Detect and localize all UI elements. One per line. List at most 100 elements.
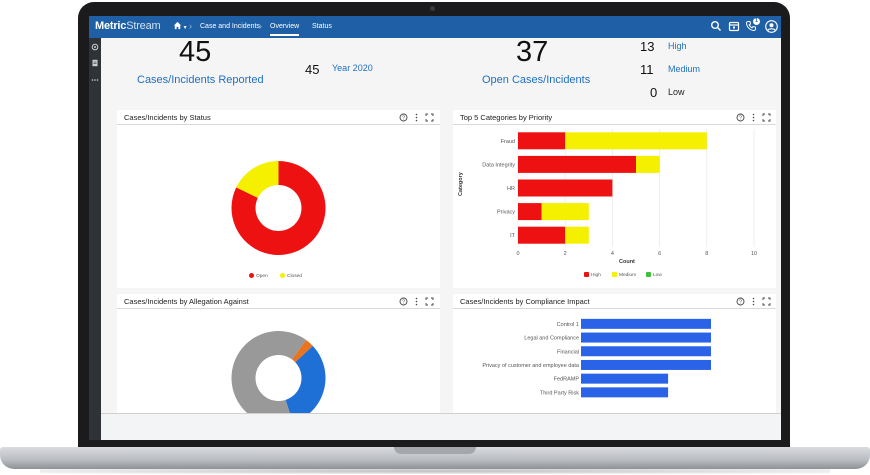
compliance-bar[interactable] <box>581 346 711 357</box>
breadcrumb-separator: › <box>189 21 192 31</box>
expand-icon[interactable] <box>425 297 434 306</box>
bar-medium[interactable] <box>541 203 589 221</box>
bar-high[interactable] <box>518 132 566 150</box>
kpi-low-label[interactable]: Low <box>668 87 685 97</box>
compliance-bar-chart: Control 1 Legal and Compliance Financial Pr… <box>482 318 711 398</box>
kpi-medium-label[interactable]: Medium <box>668 64 701 74</box>
help-icon[interactable]: ? <box>736 113 745 122</box>
panel-priority: Top 5 Categories by Priority ? 0 2 4 6 8 10 Fr… <box>453 110 776 288</box>
tab-status[interactable]: Status <box>312 23 332 30</box>
kpi-high-value: 13 <box>640 39 655 54</box>
category-label: HR <box>507 186 515 192</box>
top-nav-bar: MetricStream ▾ › Case and Incidents › Ov… <box>89 16 781 38</box>
kpi-open-value: 37 <box>516 38 549 68</box>
legend-high[interactable]: High <box>584 272 601 278</box>
priority-bar-chart: 0 2 4 6 8 10 Fraud Data Integrity HR Privacy IT <box>482 129 757 257</box>
donut-slice-open[interactable] <box>231 161 326 255</box>
chevron-down-icon: ▾ <box>182 25 187 31</box>
svg-text:?: ? <box>739 299 742 305</box>
kebab-menu-icon[interactable] <box>412 297 421 306</box>
svg-text:?: ? <box>402 299 405 305</box>
breadcrumb-separator: › <box>259 21 262 31</box>
flag-icon <box>646 272 651 277</box>
bar-high[interactable] <box>518 203 542 221</box>
category-label: IT <box>510 233 516 239</box>
panel-allegation: Cases/Incidents by Allegation Against ? <box>117 294 440 414</box>
kpi-year-value: 45 <box>305 62 320 77</box>
app-logo[interactable]: MetricStream <box>95 20 161 32</box>
legend-swatch <box>280 273 285 278</box>
home-menu[interactable]: ▾ <box>173 21 187 31</box>
expand-icon[interactable] <box>762 297 771 306</box>
more-options-icon[interactable] <box>91 76 99 84</box>
panel-title: Top 5 Categories by Priority <box>460 113 553 122</box>
kpi-high-label[interactable]: High <box>668 41 687 51</box>
help-icon[interactable]: ? <box>399 113 408 122</box>
bar-medium[interactable] <box>565 132 707 150</box>
kpi-year-label[interactable]: Year 2020 <box>332 63 373 73</box>
bar-high[interactable] <box>518 155 636 173</box>
left-sidebar <box>89 38 101 440</box>
bar-high[interactable] <box>518 179 613 197</box>
category-label: Privacy <box>497 210 515 216</box>
status-donut-chart <box>231 161 326 255</box>
compliance-bar[interactable] <box>581 318 711 329</box>
phone-icon[interactable] <box>745 20 757 32</box>
settings-icon[interactable] <box>91 43 99 51</box>
flag-icon <box>612 272 617 277</box>
x-tick-label: 2 <box>564 251 567 257</box>
legend-low[interactable]: Low <box>646 272 662 278</box>
compliance-bar[interactable] <box>581 387 669 398</box>
panel-compliance: Cases/Incidents by Compliance Impact ? C… <box>453 294 776 414</box>
panel-title: Cases/Incidents by Status <box>124 113 211 122</box>
x-tick-label: 10 <box>751 251 757 257</box>
compliance-bar[interactable] <box>581 359 711 370</box>
expand-icon[interactable] <box>425 113 434 122</box>
bar-high[interactable] <box>518 226 566 244</box>
help-icon[interactable]: ? <box>736 297 745 306</box>
allegation-donut-chart <box>231 331 326 414</box>
compliance-bar[interactable] <box>581 373 669 384</box>
category-label: Privacy of customer and employee data <box>482 363 580 369</box>
category-label: Third Party Risk <box>540 390 579 396</box>
panel-divider <box>117 308 440 309</box>
legend-medium[interactable]: Medium <box>612 272 636 278</box>
kpi-reported-label[interactable]: Cases/Incidents Reported <box>137 74 264 86</box>
breadcrumb-case-and-incidents[interactable]: Case and Incidents <box>200 23 260 30</box>
x-axis-title: Count <box>619 259 635 265</box>
kpi-open-label[interactable]: Open Cases/Incidents <box>482 74 591 86</box>
bar-medium[interactable] <box>636 155 660 173</box>
kebab-menu-icon[interactable] <box>749 113 758 122</box>
compliance-bar[interactable] <box>581 332 711 343</box>
legend-open[interactable]: Open <box>249 273 268 279</box>
legend-swatch <box>249 273 254 278</box>
tab-overview[interactable]: Overview <box>270 23 300 36</box>
flag-icon <box>584 272 589 277</box>
panel-title: Cases/Incidents by Compliance Impact <box>460 297 590 306</box>
category-label: Control 1 <box>557 322 579 328</box>
expand-icon[interactable] <box>762 113 771 122</box>
x-tick-label: 4 <box>611 251 614 257</box>
search-icon[interactable] <box>710 20 722 32</box>
x-tick-label: 0 <box>516 251 519 257</box>
calendar-icon[interactable] <box>728 20 740 32</box>
legend-closed[interactable]: Closed <box>280 273 302 279</box>
donut-slice-3[interactable] <box>285 345 326 414</box>
bar-medium[interactable] <box>565 226 589 244</box>
document-icon[interactable] <box>91 59 99 67</box>
notification-badge: 1 <box>753 18 760 25</box>
kpi-low-value: 0 <box>650 85 658 100</box>
kebab-menu-icon[interactable] <box>412 113 421 122</box>
donut-slice-closed[interactable] <box>236 161 279 198</box>
screen: MetricStream ▾ › Case and Incidents › Ov… <box>89 16 781 440</box>
panel-divider <box>453 308 776 309</box>
donut-slice-2[interactable] <box>292 339 313 363</box>
category-label: FedRAMP <box>554 377 580 383</box>
x-tick-label: 6 <box>658 251 661 257</box>
camera <box>430 6 435 11</box>
donut-slice-1[interactable] <box>231 331 307 414</box>
help-icon[interactable]: ? <box>399 297 408 306</box>
user-avatar-icon[interactable] <box>765 20 778 33</box>
x-tick-label: 8 <box>705 251 708 257</box>
kebab-menu-icon[interactable] <box>749 297 758 306</box>
